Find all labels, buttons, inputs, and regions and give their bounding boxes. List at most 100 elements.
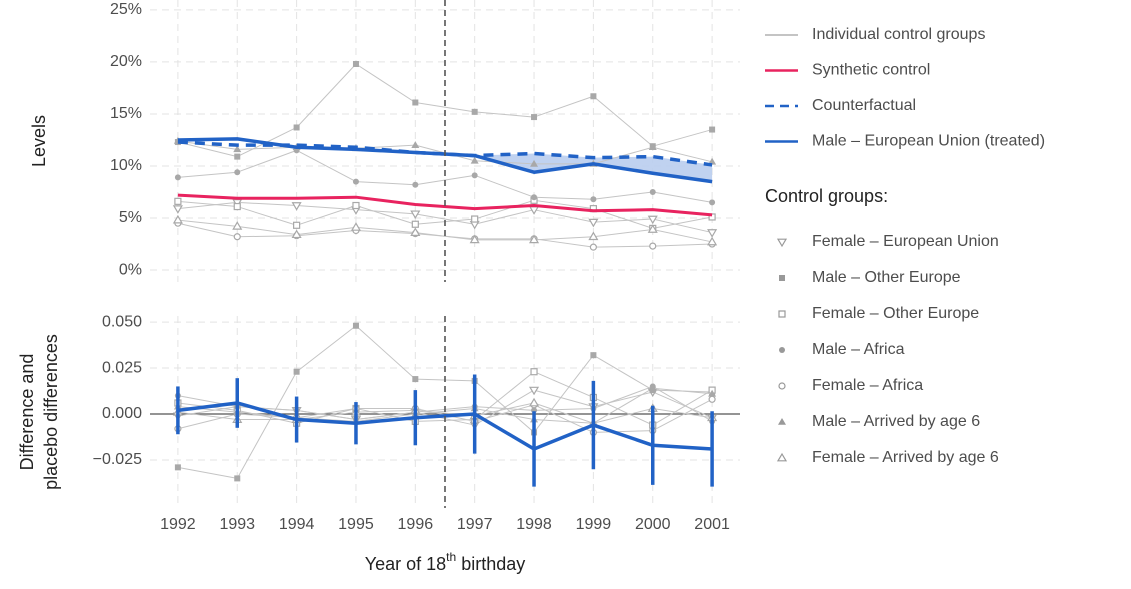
point-marker (410, 227, 421, 236)
point-marker (174, 174, 181, 181)
x-axis-title-part: Year of 18 (365, 554, 446, 574)
point-marker (291, 229, 302, 239)
x-axis-title-part: birthday (456, 554, 525, 574)
point-marker (234, 153, 241, 160)
series-line (177, 140, 713, 167)
point-marker (530, 368, 538, 376)
point-marker (471, 108, 478, 115)
point-marker (234, 475, 241, 482)
legend-key (776, 238, 788, 248)
point-marker (352, 201, 360, 210)
y-tick-label: 20% (110, 53, 142, 70)
point-marker (708, 395, 716, 403)
point-marker (531, 114, 538, 121)
point-marker (291, 202, 302, 211)
x-tick-label: 1999 (576, 516, 612, 533)
y-tick-label: 5% (119, 209, 142, 226)
point-marker (647, 215, 658, 225)
point-marker (648, 143, 657, 151)
y-tick-label: 0.000 (102, 405, 142, 422)
point-marker (174, 464, 181, 471)
legend-label: Female – Arrived by age 6 (812, 449, 999, 466)
point-marker (412, 376, 419, 383)
legend-label: Male – Other Europe (812, 269, 961, 286)
point-marker (352, 60, 359, 67)
point-marker (233, 145, 242, 153)
y-tick-label: −0.025 (93, 451, 142, 468)
point-marker (649, 242, 657, 250)
y-axis-title: Levels (29, 115, 49, 167)
x-tick-label: 1993 (219, 516, 255, 533)
point-marker (707, 229, 718, 238)
point-marker (707, 236, 718, 246)
point-marker (590, 196, 597, 203)
point-marker (172, 214, 183, 224)
point-marker (590, 352, 597, 359)
legend-label: Counterfactual (812, 97, 916, 114)
x-tick-label: 1998 (516, 516, 552, 533)
legend-label: Male – European Union (treated) (812, 133, 1045, 150)
point-marker (352, 322, 359, 329)
point-marker (350, 222, 362, 231)
point-marker (172, 205, 183, 214)
point-marker (709, 199, 716, 206)
point-marker (649, 188, 656, 195)
series-line (177, 193, 713, 217)
legend-key (776, 452, 788, 462)
x-axis-title-part: th (446, 550, 456, 564)
x-axis-title: Year of 18th birthday (365, 550, 525, 574)
legend-label: Male – Arrived by age 6 (812, 413, 980, 430)
point-marker (588, 218, 599, 228)
control-line (177, 219, 713, 243)
point-marker (233, 233, 241, 241)
legend-label: Female – Other Europe (812, 305, 979, 322)
y-axis-title: Difference and (17, 354, 37, 471)
point-marker (411, 141, 420, 148)
legend-label: Synthetic control (812, 62, 930, 79)
point-marker (174, 197, 182, 205)
point-marker (412, 99, 419, 106)
x-tick-label: 1992 (160, 516, 196, 533)
legend-label: Female – European Union (812, 233, 999, 250)
x-tick-label: 1996 (398, 516, 434, 533)
point-marker (470, 156, 479, 164)
legend-label: Male – Africa (812, 341, 905, 358)
point-marker (528, 386, 540, 396)
y-tick-label: 0.050 (102, 313, 142, 330)
point-marker (709, 126, 716, 133)
legend-key (779, 347, 785, 353)
point-marker (233, 202, 241, 211)
legend-key (778, 382, 786, 390)
point-marker (528, 234, 540, 244)
x-tick-label: 2001 (694, 516, 730, 533)
point-marker (293, 221, 301, 229)
y-axis-title: placebo differences (41, 334, 61, 490)
legend-title: Control groups: (765, 186, 888, 206)
point-marker (293, 124, 300, 131)
y-tick-label: 25% (110, 1, 142, 18)
legend-label: Female – Africa (812, 377, 923, 394)
x-tick-label: 1997 (457, 516, 493, 533)
point-marker (411, 220, 419, 228)
point-marker (293, 368, 300, 375)
y-tick-label: 10% (110, 157, 142, 174)
point-marker (588, 231, 599, 241)
legend-key (778, 310, 786, 318)
point-marker (352, 178, 359, 185)
x-tick-label: 2000 (635, 516, 671, 533)
x-tick-label: 1995 (338, 516, 374, 533)
point-marker (531, 194, 538, 201)
legend-label: Individual control groups (812, 26, 985, 43)
point-marker (528, 397, 540, 407)
point-marker (647, 224, 658, 233)
point-marker (589, 243, 597, 251)
point-marker (648, 384, 657, 392)
point-marker (590, 93, 597, 100)
point-marker (410, 210, 421, 220)
series-line (177, 401, 713, 451)
control-line (177, 402, 713, 424)
point-marker (530, 159, 539, 167)
y-tick-label: 0.025 (102, 359, 142, 376)
x-tick-label: 1994 (279, 516, 315, 533)
point-marker (232, 221, 243, 230)
